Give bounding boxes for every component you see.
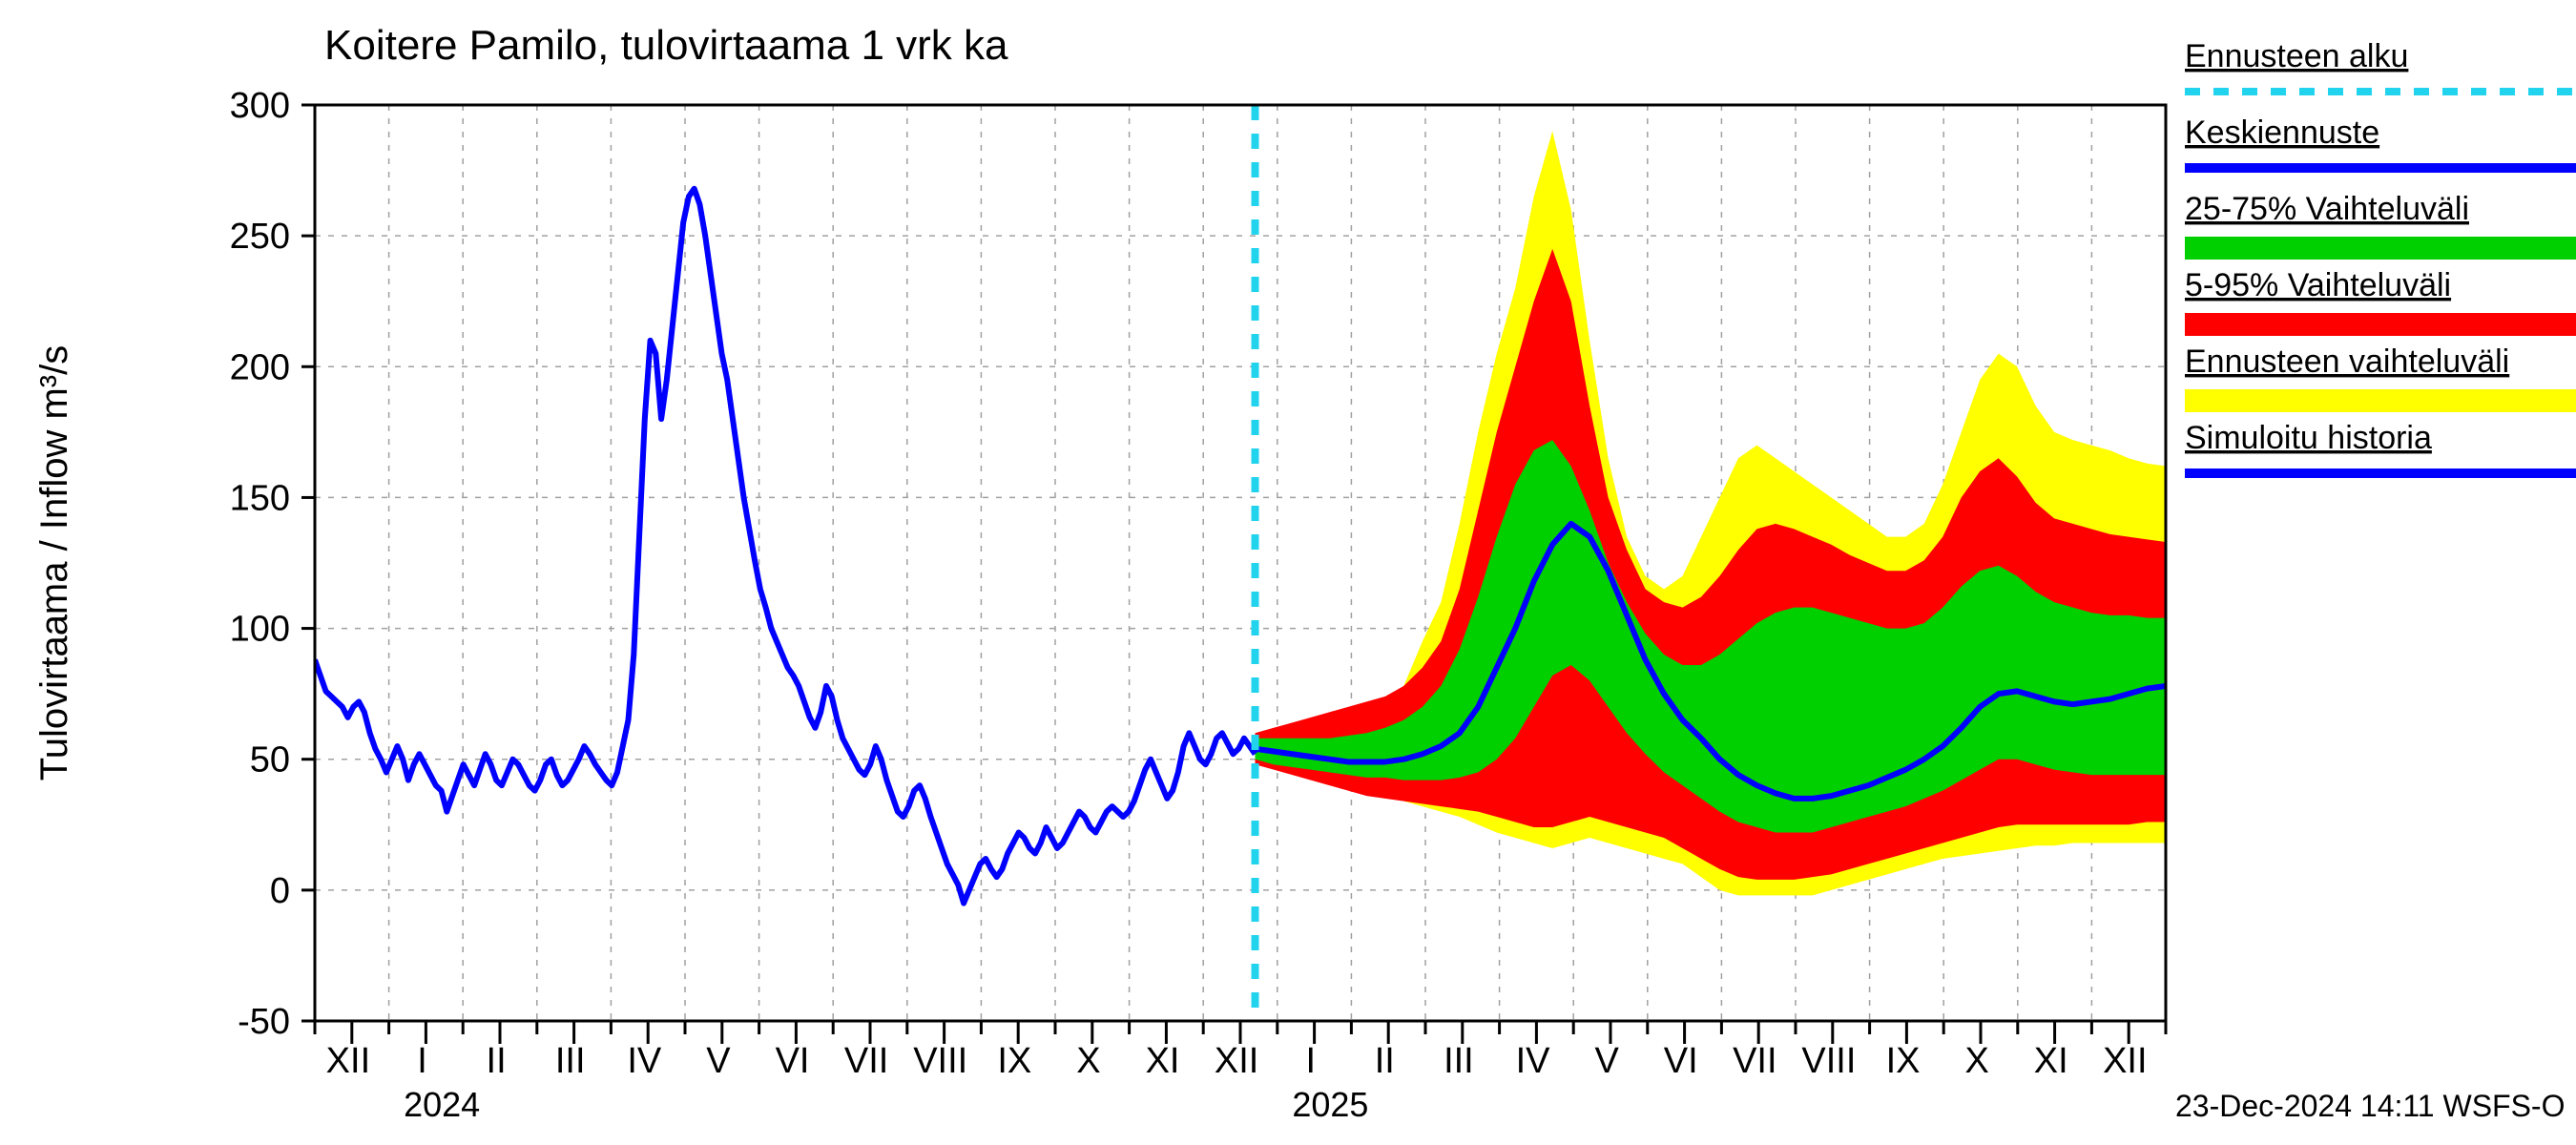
x-month-label: X — [1964, 1041, 1988, 1081]
legend-label: 25-75% Vaihteluväli — [2185, 191, 2469, 227]
x-month-label: II — [1375, 1041, 1395, 1081]
x-month-label: I — [1305, 1041, 1316, 1081]
hydrograph-chart: -50050100150200250300XIIIIIIIIIVVVIVIIVI… — [0, 0, 2576, 1145]
x-month-label: X — [1076, 1041, 1100, 1081]
x-month-label: XII — [2103, 1041, 2147, 1081]
legend-swatch — [2185, 389, 2576, 412]
x-month-label: I — [417, 1041, 427, 1081]
legend-label: Keskiennuste — [2185, 114, 2379, 151]
x-month-label: IV — [627, 1041, 662, 1081]
legend-swatch — [2185, 313, 2576, 336]
x-month-label: II — [487, 1041, 507, 1081]
legend-label: Ennusteen alku — [2185, 38, 2408, 74]
y-tick-label: 300 — [230, 86, 290, 126]
x-month-label: III — [1444, 1041, 1474, 1081]
y-tick-label: 200 — [230, 347, 290, 387]
legend-swatch — [2185, 237, 2576, 260]
x-month-label: VI — [1664, 1041, 1698, 1081]
x-month-label: VIII — [1801, 1041, 1856, 1081]
x-month-label: V — [706, 1041, 731, 1081]
x-month-label: VII — [844, 1041, 888, 1081]
chart-svg: -50050100150200250300XIIIIIIIIIVVVIVIIVI… — [0, 0, 2576, 1145]
chart-footer: 23-Dec-2024 14:11 WSFS-O — [2175, 1089, 2565, 1123]
y-axis-label: Tulovirtaama / Inflow m³/s — [33, 345, 75, 781]
legend-label: Simuloitu historia — [2185, 420, 2432, 456]
y-tick-label: -50 — [238, 1002, 290, 1042]
x-month-label: VIII — [913, 1041, 967, 1081]
x-month-label: XI — [2034, 1041, 2068, 1081]
x-month-label: III — [555, 1041, 586, 1081]
y-tick-label: 50 — [250, 740, 290, 781]
x-month-label: V — [1594, 1041, 1619, 1081]
y-tick-label: 100 — [230, 610, 290, 650]
y-tick-label: 0 — [270, 871, 290, 911]
y-tick-label: 250 — [230, 217, 290, 257]
x-month-label: VI — [776, 1041, 810, 1081]
x-month-label: IX — [1886, 1041, 1921, 1081]
x-month-label: XI — [1146, 1041, 1180, 1081]
legend-label: Ennusteen vaihteluväli — [2185, 344, 2509, 380]
x-month-label: XII — [1215, 1041, 1258, 1081]
chart-title: Koitere Pamilo, tulovirtaama 1 vrk ka — [324, 22, 1008, 69]
legend-label: 5-95% Vaihteluväli — [2185, 267, 2451, 303]
y-tick-label: 150 — [230, 478, 290, 518]
x-month-label: XII — [326, 1041, 370, 1081]
x-month-label: IV — [1516, 1041, 1551, 1081]
x-year-label: 2024 — [404, 1085, 480, 1124]
x-year-label: 2025 — [1292, 1085, 1368, 1124]
x-month-label: VII — [1733, 1041, 1776, 1081]
x-month-label: IX — [997, 1041, 1031, 1081]
